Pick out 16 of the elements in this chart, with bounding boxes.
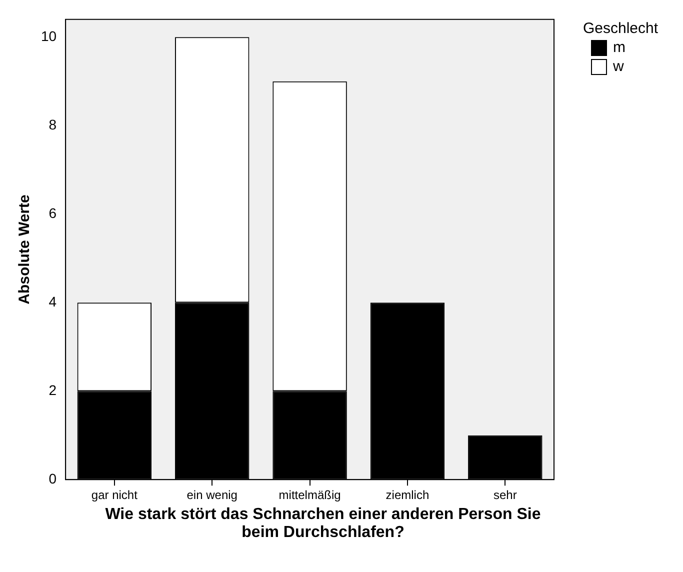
x-axis-title: Wie stark stört das Schnarchen einer anderen Person Sie beim Durchschlafen? (104, 506, 542, 542)
y-tick-label: 8 (48, 116, 57, 132)
legend-label: w (613, 58, 624, 75)
x-tick-label: ein wenig (186, 488, 238, 502)
y-tick-label: 6 (48, 204, 57, 221)
x-tick-label: gar nicht (91, 488, 138, 502)
y-tick-label: 0 (48, 470, 57, 486)
x-tick-label: ziemlich (386, 488, 430, 502)
legend-label: m (613, 39, 626, 56)
legend-title: Geschlecht (583, 20, 658, 37)
x-tick-label: mittelmäßig (278, 488, 341, 502)
y-tick-label: 2 (48, 382, 57, 398)
y-tick-label: 10 (40, 28, 57, 44)
y-axis-title: Absolute Werte (16, 194, 34, 304)
y-tick-label: 4 (48, 293, 57, 310)
x-tick-label: sehr (493, 488, 517, 502)
